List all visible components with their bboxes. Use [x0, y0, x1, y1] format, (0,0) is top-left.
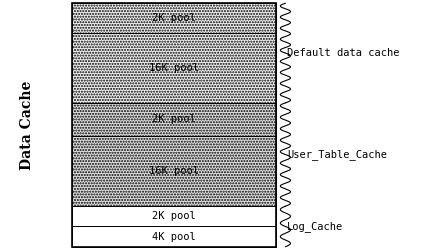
Bar	[72, 3, 276, 33]
Text: Default data cache: Default data cache	[288, 48, 400, 58]
Text: 16K pool: 16K pool	[149, 166, 199, 176]
Text: 2K pool: 2K pool	[152, 13, 196, 23]
Text: 4K pool: 4K pool	[152, 232, 196, 241]
Bar	[72, 3, 276, 247]
Text: User_Table_Cache: User_Table_Cache	[288, 149, 387, 160]
Text: Log_Cache: Log_Cache	[288, 221, 344, 232]
Text: Data Cache: Data Cache	[20, 80, 34, 170]
Bar	[72, 206, 276, 227]
Bar	[72, 33, 276, 103]
Bar	[72, 226, 276, 247]
Bar	[72, 103, 276, 136]
Bar	[72, 136, 276, 206]
Text: 16K pool: 16K pool	[149, 63, 199, 73]
Text: 2K pool: 2K pool	[152, 114, 196, 124]
Text: 2K pool: 2K pool	[152, 211, 196, 221]
